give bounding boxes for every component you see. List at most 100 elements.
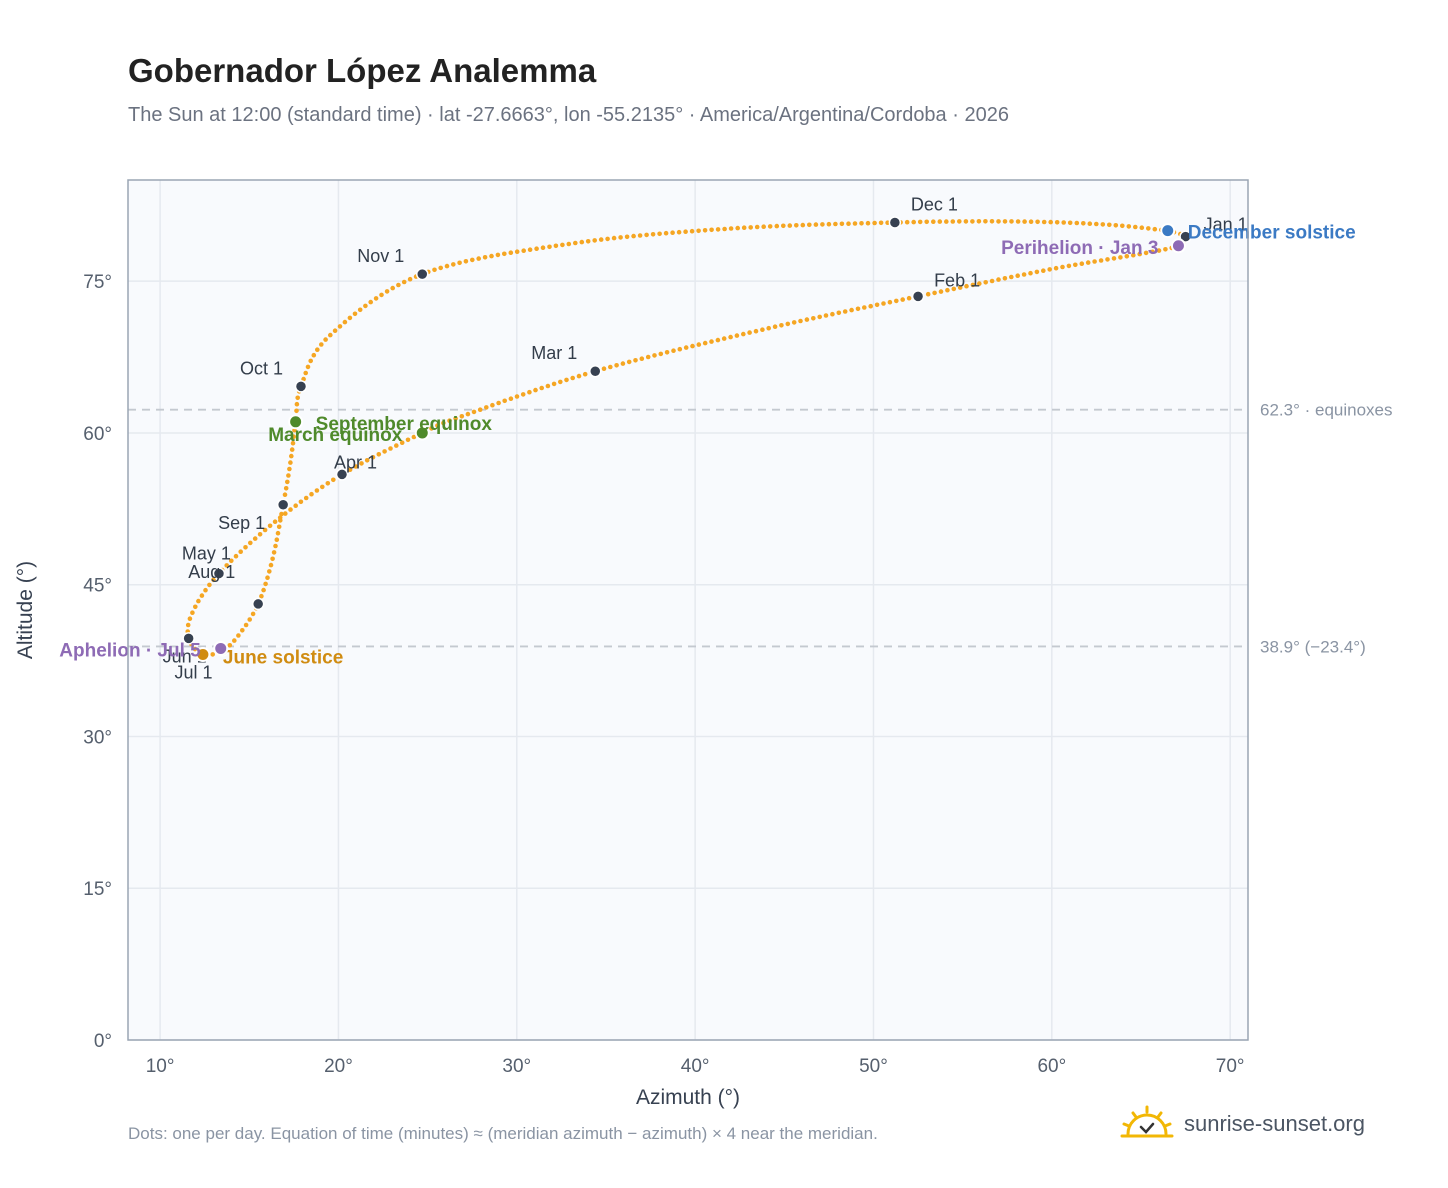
daily-sun-dot xyxy=(453,416,458,421)
daily-sun-dot xyxy=(265,575,270,580)
daily-sun-dot xyxy=(904,219,910,225)
daily-sun-dot xyxy=(798,318,803,324)
daily-sun-dot xyxy=(631,233,636,239)
event-label: Aphelion · Jul 5 xyxy=(59,640,201,661)
x-tick-label: 50° xyxy=(859,1056,888,1077)
daily-sun-dot xyxy=(279,511,284,517)
y-tick-label: 60° xyxy=(83,424,112,445)
daily-sun-dot xyxy=(592,238,597,243)
daily-sun-dot xyxy=(211,577,216,583)
daily-sun-dot xyxy=(1152,226,1158,232)
daily-sun-dot xyxy=(836,310,842,316)
daily-sun-dot xyxy=(807,222,812,228)
daily-sun-dot xyxy=(1085,260,1091,265)
daily-sun-dot xyxy=(250,611,256,617)
month-marker xyxy=(589,364,602,378)
daily-sun-dot xyxy=(849,307,854,313)
daily-sun-dot xyxy=(1111,256,1117,261)
daily-sun-dot xyxy=(830,311,835,317)
event-marker xyxy=(1160,223,1176,239)
daily-sun-dot xyxy=(314,488,320,493)
daily-sun-dot xyxy=(441,420,446,426)
daily-sun-dot xyxy=(243,622,249,628)
x-tick-label: 60° xyxy=(1037,1056,1066,1077)
daily-sun-dot xyxy=(1131,252,1136,258)
daily-sun-dot xyxy=(639,356,645,362)
daily-sun-dot xyxy=(872,220,877,226)
daily-sun-dot xyxy=(233,553,239,559)
daily-sun-dot xyxy=(271,550,277,555)
daily-sun-dot xyxy=(259,593,264,599)
month-label: Nov 1 xyxy=(357,246,404,266)
x-tick-label: 20° xyxy=(324,1056,353,1077)
daily-sun-dot xyxy=(484,405,489,410)
daily-sun-dot xyxy=(294,408,299,414)
daily-sun-dot xyxy=(229,558,234,564)
daily-sun-dot xyxy=(766,325,771,331)
daily-sun-dot xyxy=(185,622,191,628)
event-label: June solstice xyxy=(223,648,343,669)
month-label: Mar 1 xyxy=(531,343,577,363)
daily-sun-dot xyxy=(293,503,299,509)
daily-sun-dot xyxy=(270,556,275,562)
daily-sun-dot xyxy=(970,219,975,224)
daily-sun-dot xyxy=(881,301,886,306)
daily-sun-dot xyxy=(309,491,314,497)
daily-sun-dot xyxy=(1053,265,1059,271)
daily-sun-dot xyxy=(989,219,995,224)
daily-sun-dot xyxy=(477,407,483,413)
daily-sun-dot xyxy=(257,532,263,537)
daily-sun-dot xyxy=(289,447,295,452)
daily-sun-dot xyxy=(957,285,963,290)
daily-sun-dot xyxy=(1054,220,1060,225)
axis-ticks: 10° 20° 30° 40° 50° 60° 70° 0° 15° 30° 45° 60° 75° xyxy=(83,272,1244,1077)
daily-sun-dot xyxy=(859,221,864,226)
daily-sun-dot xyxy=(407,276,413,282)
daily-sun-dot xyxy=(931,219,936,224)
daily-sun-dot xyxy=(539,385,544,391)
month-marker xyxy=(416,267,429,281)
daily-sun-dot xyxy=(305,364,311,370)
daily-sun-dot xyxy=(1100,222,1106,227)
daily-sun-dot xyxy=(564,377,569,383)
daily-sun-dot xyxy=(842,309,848,314)
daily-sun-dot xyxy=(951,286,957,292)
reference-line-label: 38.9° (−23.4°) xyxy=(1260,637,1366,656)
brand[interactable]: sunrise-sunset.org xyxy=(1120,1102,1365,1146)
daily-sun-dot xyxy=(663,230,669,236)
daily-sun-dot xyxy=(1079,261,1085,267)
daily-sun-dot xyxy=(283,486,289,491)
daily-sun-dot xyxy=(906,295,912,301)
daily-sun-dot xyxy=(579,239,585,245)
daily-sun-dot xyxy=(570,375,575,381)
daily-sun-dot xyxy=(295,395,301,401)
daily-sun-dot xyxy=(527,389,532,395)
daily-sun-dot xyxy=(232,638,237,643)
daily-sun-dot xyxy=(1087,221,1093,226)
daily-sun-dot xyxy=(373,296,379,301)
daily-sun-dot xyxy=(1092,259,1097,264)
daily-sun-dot xyxy=(637,233,643,238)
daily-sun-dot xyxy=(1139,225,1145,230)
daily-sun-dot xyxy=(520,392,526,397)
daily-sun-dot xyxy=(199,593,205,598)
daily-sun-dot xyxy=(1150,249,1155,255)
daily-sun-dot xyxy=(1015,219,1021,224)
brand-name[interactable]: sunrise-sunset.org xyxy=(1184,1111,1365,1136)
daily-sun-dot xyxy=(384,289,390,294)
daily-sun-dot xyxy=(540,245,546,250)
daily-sun-dot xyxy=(1041,219,1047,225)
daily-sun-dot xyxy=(470,257,475,263)
month-marker xyxy=(1179,230,1192,243)
daily-sun-dot xyxy=(855,306,861,312)
daily-sun-dot xyxy=(760,327,765,333)
daily-sun-dot xyxy=(1002,276,1008,281)
daily-sun-dot xyxy=(894,298,899,304)
daily-sun-dot xyxy=(1034,269,1040,275)
month-marker xyxy=(294,380,308,393)
daily-sun-dot xyxy=(457,260,462,266)
daily-sun-dot xyxy=(767,224,773,229)
daily-sun-dot xyxy=(644,232,649,238)
daily-sun-dot xyxy=(319,342,324,347)
daily-sun-dot xyxy=(779,323,784,328)
